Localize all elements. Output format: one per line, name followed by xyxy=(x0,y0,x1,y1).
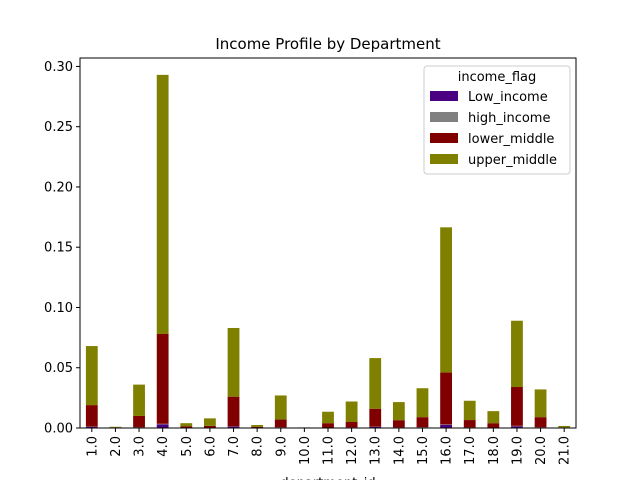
y-tick-label: 0.05 xyxy=(44,361,73,376)
x-tick-label: 4.0 xyxy=(156,436,171,457)
x-tick-label: 5.0 xyxy=(180,436,195,457)
bar-upper_middle-12.0 xyxy=(345,401,358,422)
bar-upper_middle-5.0 xyxy=(180,423,193,427)
bar-lower_middle-5.0 xyxy=(180,426,193,428)
x-tick-label: 12.0 xyxy=(345,436,360,465)
bar-upper_middle-2.0 xyxy=(109,426,122,428)
bar-upper_middle-1.0 xyxy=(85,346,98,406)
y-tick-label: 0.25 xyxy=(44,120,73,135)
y-tick-label: 0.15 xyxy=(44,241,73,256)
bar-lower_middle-15.0 xyxy=(416,417,429,428)
legend-items: Low_income high_income lower_middle upper_m… xyxy=(430,90,557,168)
x-axis: 1.0 2.0 3.0 4.0 5.0 6.0 7.0 8.0 9.0 10.0 11.0 12.0 1… xyxy=(85,428,573,465)
x-tick-label: 20.0 xyxy=(534,436,549,465)
legend-swatch-high_income xyxy=(430,112,458,122)
bar-lower_middle-20.0 xyxy=(534,417,547,428)
bar-lower_middle-6.0 xyxy=(204,425,216,428)
x-tick-label: 18.0 xyxy=(487,436,502,465)
legend-label-Low_income: Low_income xyxy=(468,90,548,105)
legend-label-upper_middle: upper_middle xyxy=(468,153,557,168)
bar-upper_middle-3.0 xyxy=(133,384,145,416)
bar-lower_middle-16.0 xyxy=(440,372,452,425)
x-tick-label: 17.0 xyxy=(463,436,478,465)
bar-lower_middle-1.0 xyxy=(85,405,98,427)
x-tick-label: 13.0 xyxy=(369,436,384,465)
bar-lower_middle-3.0 xyxy=(133,415,145,428)
bar-Low_income-1.0 xyxy=(85,426,98,428)
x-tick-label: 9.0 xyxy=(274,436,289,457)
x-tick-label: 8.0 xyxy=(251,436,266,457)
legend-swatch-lower_middle xyxy=(430,133,458,143)
bar-upper_middle-17.0 xyxy=(463,400,476,421)
bar-Low_income-13.0 xyxy=(369,426,382,428)
bar-upper_middle-16.0 xyxy=(440,227,452,373)
bar-lower_middle-18.0 xyxy=(487,423,500,428)
x-tick-label: 15.0 xyxy=(416,436,431,465)
legend-swatch-Low_income xyxy=(430,91,458,101)
x-tick-label: 19.0 xyxy=(510,436,525,465)
bar-upper_middle-11.0 xyxy=(322,411,334,424)
bar-high_income-4.0 xyxy=(156,423,169,425)
x-axis-label: department_id xyxy=(280,476,375,480)
bar-lower_middle-14.0 xyxy=(392,420,405,428)
legend-swatch-upper_middle xyxy=(430,154,458,164)
x-tick-label: 7.0 xyxy=(227,436,242,457)
bar-high_income-16.0 xyxy=(440,424,452,425)
x-tick-label: 16.0 xyxy=(440,436,455,465)
x-tick-label: 11.0 xyxy=(322,436,337,465)
bar-upper_middle-13.0 xyxy=(369,358,382,409)
y-axis: 0.00 0.05 0.10 0.15 0.20 0.25 0.30 xyxy=(44,60,80,437)
bar-upper_middle-19.0 xyxy=(511,320,523,388)
bar-upper_middle-6.0 xyxy=(204,418,216,426)
chart-title: Income Profile by Department xyxy=(215,35,440,53)
bar-upper_middle-18.0 xyxy=(487,411,500,424)
x-tick-label: 3.0 xyxy=(133,436,148,457)
bar-lower_middle-12.0 xyxy=(345,421,358,428)
legend: income_flag Low_income high_income lower_m… xyxy=(423,65,571,175)
bar-lower_middle-11.0 xyxy=(322,423,334,428)
bar-upper_middle-15.0 xyxy=(416,388,429,418)
x-tick-label: 1.0 xyxy=(85,436,100,457)
legend-title: income_flag xyxy=(458,70,537,85)
bar-upper_middle-20.0 xyxy=(534,389,547,418)
bar-lower_middle-13.0 xyxy=(369,408,382,427)
bar-upper_middle-8.0 xyxy=(251,424,264,427)
bar-lower_middle-8.0 xyxy=(251,426,264,428)
bar-lower_middle-4.0 xyxy=(156,333,169,424)
y-tick-label: 0.30 xyxy=(44,60,73,75)
y-tick-label: 0.00 xyxy=(44,422,73,437)
bar-upper_middle-14.0 xyxy=(392,402,405,421)
y-tick-label: 0.10 xyxy=(44,301,73,316)
bar-lower_middle-7.0 xyxy=(227,396,240,427)
bar-Low_income-19.0 xyxy=(511,426,523,428)
legend-label-high_income: high_income xyxy=(468,111,550,126)
bar-lower_middle-19.0 xyxy=(511,387,523,426)
bar-Low_income-16.0 xyxy=(440,424,452,428)
bar-lower_middle-17.0 xyxy=(463,420,476,428)
bar-Low_income-4.0 xyxy=(156,424,169,428)
x-tick-label: 10.0 xyxy=(298,436,313,465)
x-tick-label: 2.0 xyxy=(109,436,124,457)
legend-box xyxy=(423,65,571,175)
bar-upper_middle-9.0 xyxy=(274,395,287,420)
x-tick-label: 14.0 xyxy=(392,436,407,465)
bar-Low_income-7.0 xyxy=(227,426,240,428)
bars-layer xyxy=(85,74,571,428)
bar-upper_middle-21.0 xyxy=(558,425,571,428)
x-tick-label: 6.0 xyxy=(203,436,218,457)
x-tick-label: 21.0 xyxy=(558,436,573,465)
y-tick-label: 0.20 xyxy=(44,180,73,195)
legend-label-lower_middle: lower_middle xyxy=(468,132,554,147)
bar-upper_middle-7.0 xyxy=(227,327,240,397)
bar-upper_middle-4.0 xyxy=(156,74,169,334)
bar-lower_middle-9.0 xyxy=(274,419,287,428)
